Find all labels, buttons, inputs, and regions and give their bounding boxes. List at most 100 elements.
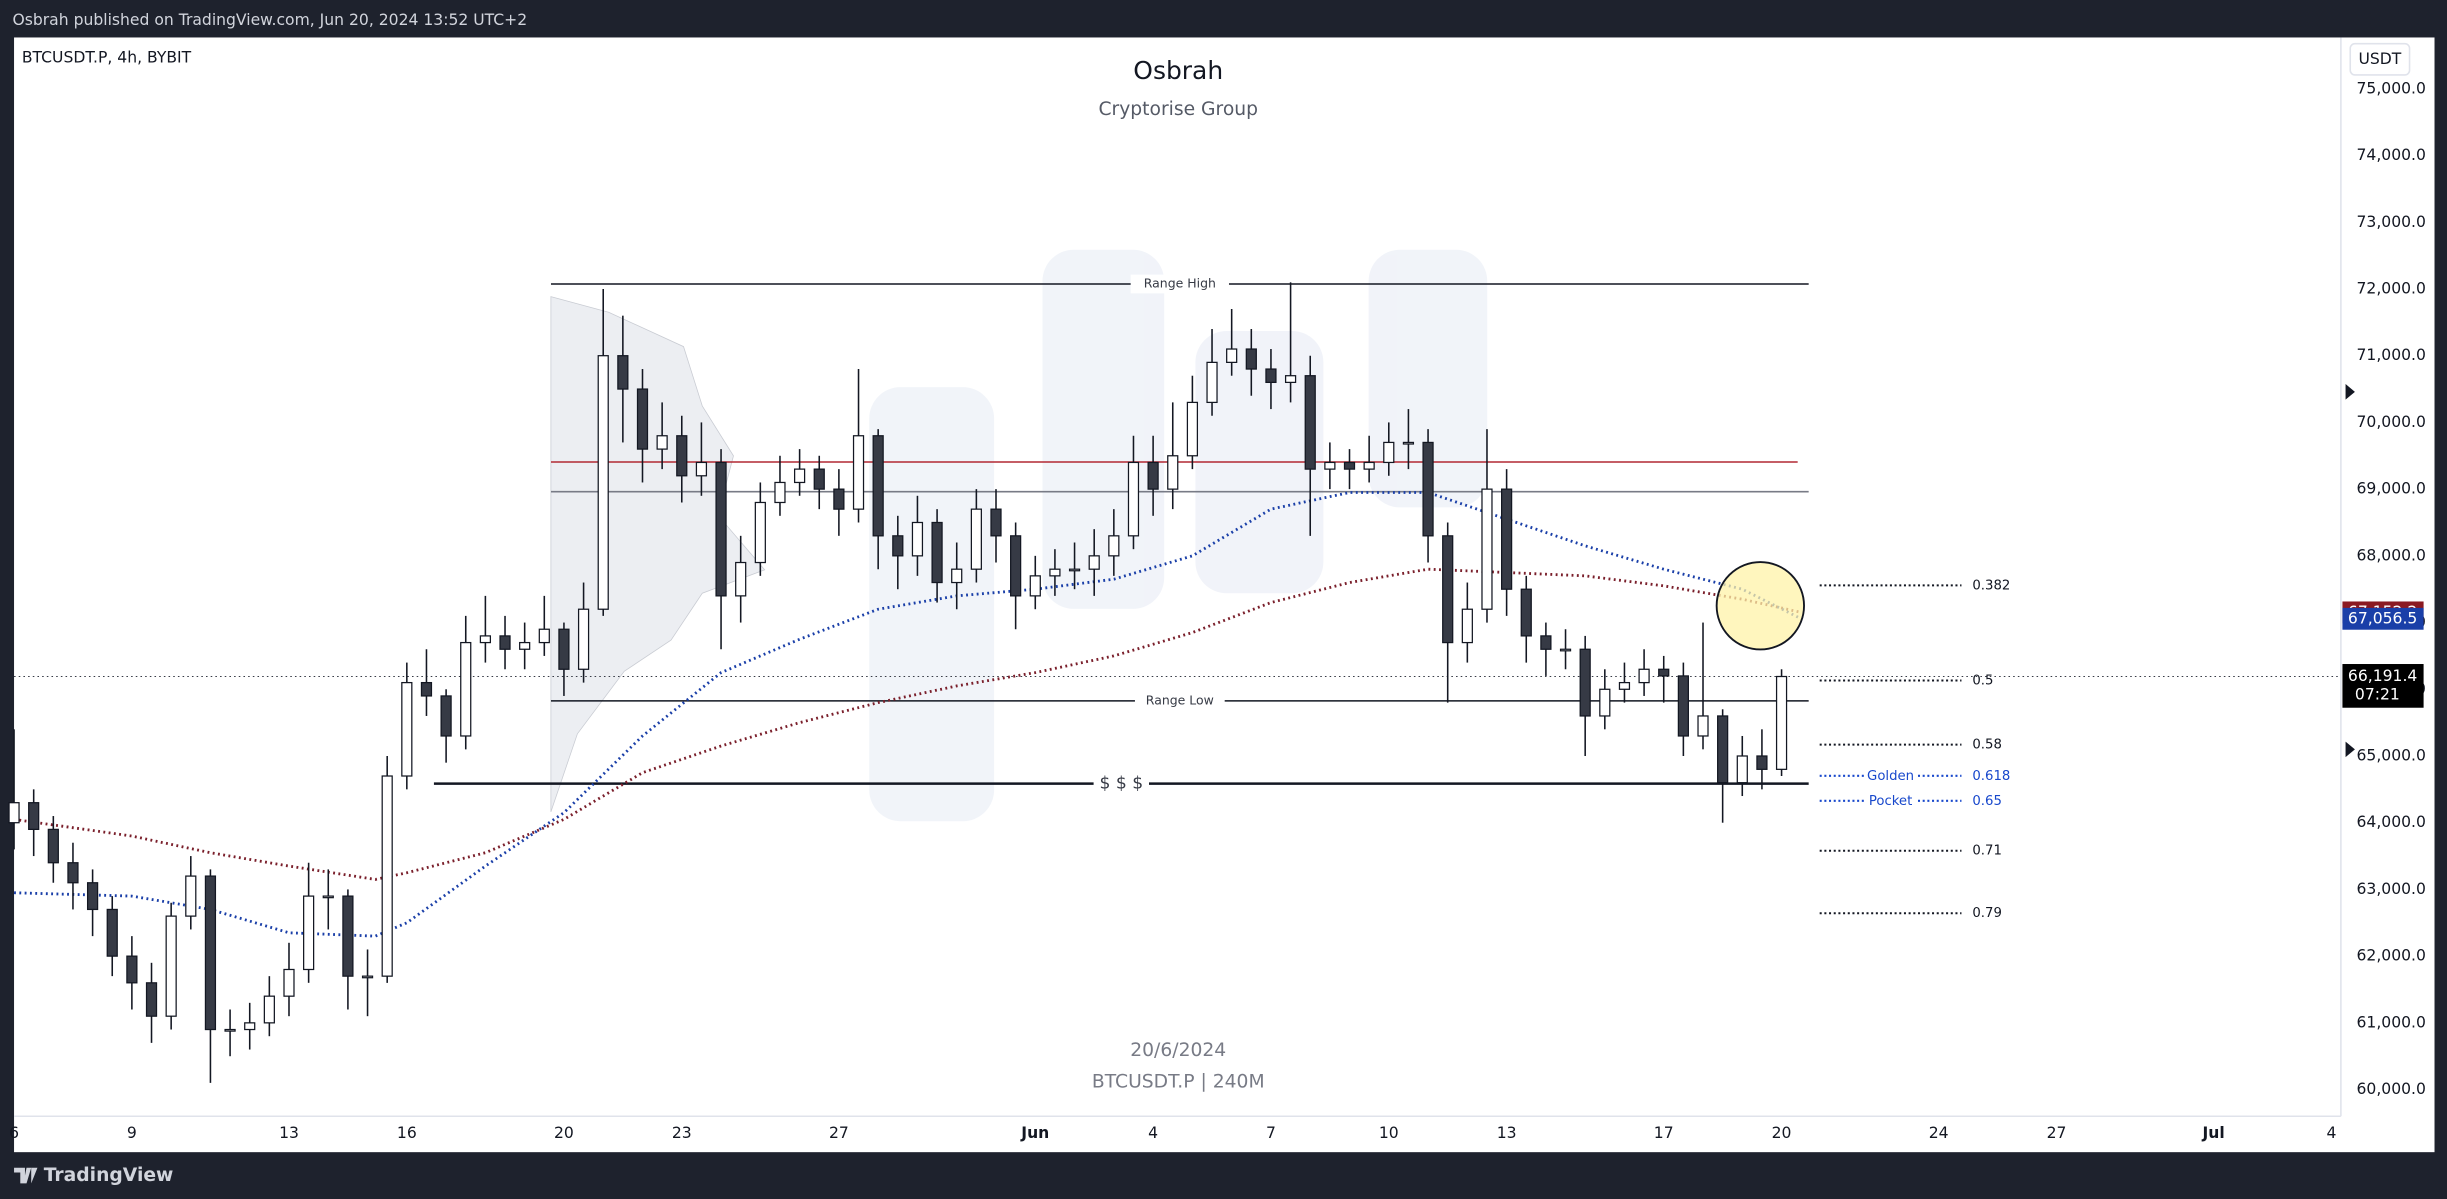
x-tick-label: 7	[1266, 1124, 1276, 1142]
candle-body	[165, 915, 177, 1017]
candle-body	[440, 695, 452, 737]
plot: 60,000.0 61,000.0 62,000.0 63,000.0 64,000.0…	[8, 79, 2426, 1142]
x-tick-label: 10	[1379, 1124, 1399, 1142]
candle-body	[833, 488, 845, 510]
candle-body	[1756, 755, 1768, 770]
fib-tag-bg	[1864, 791, 1918, 811]
currency[interactable]: USDT	[2358, 50, 2401, 68]
candle-body	[813, 468, 825, 490]
fib-ratio: 0.382	[1972, 578, 2010, 593]
candle-body	[499, 635, 511, 650]
candle-body	[892, 535, 904, 557]
candle-body	[1343, 461, 1356, 470]
candle-body	[636, 388, 649, 450]
x-tick-label: 20	[1772, 1124, 1792, 1142]
candle-body	[1775, 675, 1788, 770]
candle-body	[852, 435, 865, 510]
currency-box[interactable]	[2349, 42, 2411, 76]
candle-body	[1422, 441, 1434, 537]
fib-tag-bg	[1864, 766, 1918, 786]
level-label-bg	[1130, 274, 1229, 294]
y-tick-label: 68,000.0	[2356, 546, 2425, 564]
candle-body	[1029, 575, 1041, 597]
brand-name[interactable]: TradingView	[44, 1165, 174, 1186]
y-tick-label: 71,000.0	[2356, 346, 2425, 364]
scroll-marker[interactable]	[2345, 384, 2355, 400]
y-tick-label: 61,000.0	[2356, 1013, 2425, 1031]
candle-body	[754, 501, 766, 564]
candle-body	[86, 882, 99, 911]
publish-info: Osbrah published on TradingView.com, Jun…	[12, 11, 527, 29]
price-tag	[2342, 607, 2424, 630]
fib-tag: Golden	[1867, 769, 1914, 784]
candle-body	[1540, 635, 1552, 650]
candle-body	[1127, 461, 1140, 537]
candle-body	[617, 355, 629, 390]
candle-body	[735, 561, 747, 597]
x-tick-label: Jul	[2202, 1124, 2225, 1142]
highlight-circle	[1715, 561, 1805, 651]
candle-body	[342, 895, 354, 977]
x-tick-label: Jun	[1020, 1124, 1049, 1142]
candle-body	[695, 461, 708, 477]
x-tick-label: 4	[2327, 1124, 2337, 1142]
candle-body	[185, 875, 197, 917]
candle-body	[1697, 715, 1709, 737]
candle-body	[106, 908, 118, 957]
brand-logo[interactable]: TradingView	[14, 1165, 173, 1186]
candle-body	[1559, 648, 1572, 652]
x-tick-label: 17	[1654, 1124, 1674, 1142]
candle-body	[1147, 461, 1159, 490]
candle-body	[1501, 488, 1513, 590]
candle-body	[420, 681, 433, 697]
candle-body	[597, 355, 609, 610]
fib-ratio: 0.65	[1972, 794, 2002, 809]
candle-body	[47, 828, 59, 864]
y-tick-label: 70,000.0	[2356, 413, 2425, 431]
candle-body	[1226, 348, 1238, 363]
candle-body	[244, 1022, 256, 1031]
y-tick-label: 60,000.0	[2356, 1080, 2425, 1098]
logo-mark[interactable]	[14, 1167, 38, 1184]
x-tick-label: 24	[1929, 1124, 1949, 1142]
last-price-label: 66,191.4	[2348, 667, 2418, 685]
x-tick-label: 4	[1148, 1124, 1158, 1142]
candle-body	[145, 982, 158, 1017]
candle-body	[361, 975, 374, 979]
candle-body	[28, 802, 40, 831]
x-tick-label: 23	[672, 1124, 692, 1142]
fib-tag: Pocket	[1869, 794, 1912, 809]
candle-body	[1363, 461, 1375, 470]
x-tick-label: 27	[829, 1124, 849, 1142]
chart-title: Osbrah	[1133, 56, 1223, 85]
bg-shape	[1042, 249, 1165, 609]
candle-body	[283, 968, 295, 997]
candle-body	[931, 521, 943, 584]
candle-body	[1088, 555, 1100, 570]
candle-body	[1068, 568, 1081, 572]
x-tick-label: 6	[9, 1124, 19, 1142]
x-tick-label: 9	[127, 1124, 137, 1142]
candle-body	[479, 635, 492, 644]
x-tick-label: 20	[554, 1124, 574, 1142]
candle-body	[1167, 455, 1179, 490]
candle-body	[577, 608, 590, 670]
moving-average	[13, 567, 1802, 881]
candle-body	[224, 1028, 236, 1032]
bg-shape	[869, 387, 995, 822]
chart-area	[14, 37, 2435, 1153]
candle-body	[1677, 675, 1689, 737]
candle-body	[67, 862, 79, 884]
candle-body	[1442, 535, 1454, 644]
candle-body	[872, 435, 884, 537]
candle-body	[990, 508, 1002, 537]
x-tick-label: 27	[2047, 1124, 2067, 1142]
candle-body	[1736, 755, 1748, 784]
candle-body	[1108, 535, 1120, 557]
candle-body	[1186, 401, 1199, 457]
y-tick-label: 75,000.0	[2356, 79, 2425, 97]
scroll-marker[interactable]	[2345, 741, 2355, 758]
y-tick-label: 62,000.0	[2356, 947, 2425, 965]
level-label: $ $ $	[1099, 774, 1143, 794]
